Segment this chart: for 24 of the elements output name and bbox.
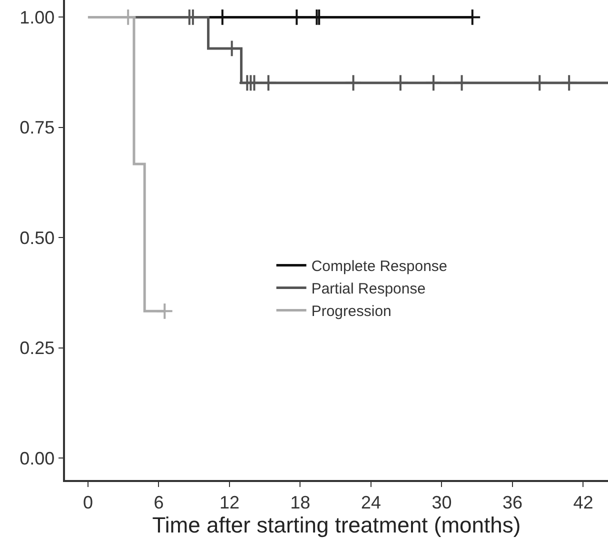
y-tick-label: 0.00 [20, 448, 55, 468]
y-tick-label: 1.00 [20, 7, 55, 28]
x-tick-label: 18 [290, 492, 310, 512]
point [560, 74, 578, 92]
y-tick-label: 0.50 [20, 228, 55, 248]
point [392, 74, 410, 92]
x-tick-label: 12 [219, 492, 240, 512]
y-tick-label: 0.25 [20, 338, 55, 358]
x-tick-label: 24 [360, 492, 382, 512]
point [453, 74, 470, 92]
point [424, 74, 442, 92]
legend-label: Complete Response [311, 258, 448, 276]
x-tick-label: 42 [573, 492, 594, 512]
x-tick-label: 36 [502, 492, 523, 512]
x-tick-label: 30 [432, 492, 452, 512]
point [260, 74, 278, 92]
x-tick-label: 0 [82, 492, 93, 512]
x-tick-label: 6 [154, 492, 164, 512]
point [530, 74, 548, 92]
legend-label: Partial Response [311, 280, 426, 298]
point [344, 74, 362, 92]
y-tick-label: 0.75 [20, 118, 55, 138]
legend-label: Progression [311, 303, 392, 320]
x-axis-title: Time after starting treatment (months) [152, 512, 521, 538]
